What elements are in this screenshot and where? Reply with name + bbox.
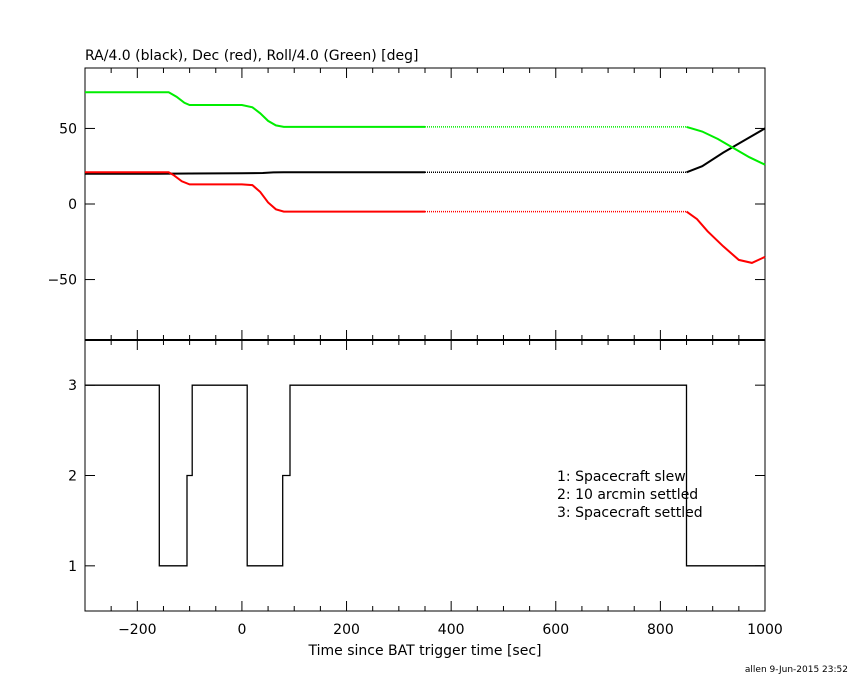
series-line-0-end (686, 127, 766, 174)
top-panel: −50 0 50 (47, 67, 766, 341)
y-tick-label: −50 (47, 273, 77, 289)
x-tick-label: 1000 (747, 622, 783, 638)
status-step-line (85, 384, 765, 567)
x-axis-label: Time since BAT trigger time [sec] (308, 643, 542, 659)
top-chart-title: RA/4.0 (black), Dec (red), Roll/4.0 (Gre… (85, 48, 418, 64)
legend-item-1: 1: Spacecraft slew (557, 469, 686, 485)
series-line-1-end (685, 210, 766, 264)
x-tick-label: 200 (333, 622, 360, 638)
y-tick-label: 2 (68, 469, 77, 485)
y-tick-label: 50 (59, 121, 77, 137)
top-y-axis: −50 0 50 (47, 68, 766, 340)
series-line-2-end (686, 125, 766, 166)
legend-item-2: 2: 10 arcmin settled (557, 487, 698, 503)
top-series-group (85, 91, 766, 264)
x-axis: −200 0 200 400 600 800 1000 (84, 340, 783, 638)
series-line-1 (85, 171, 425, 213)
x-tick-label: 600 (542, 622, 569, 638)
legend-item-3: 3: Spacecraft settled (557, 505, 703, 521)
y-tick-label: 3 (68, 378, 77, 394)
y-tick-label: 1 (68, 559, 77, 575)
top-plot-frame (84, 67, 766, 341)
series-line-2 (85, 91, 425, 128)
x-tick-label: 0 (237, 622, 246, 638)
y-tick-label: 0 (68, 197, 77, 213)
footer-credit: allen 9-Jun-2015 23:52 (745, 665, 848, 675)
legend: 1: Spacecraft slew 2: 10 arcmin settled … (557, 469, 703, 521)
series-line-0 (85, 171, 425, 175)
x-tick-label: −200 (118, 622, 156, 638)
x-tick-label: 400 (438, 622, 465, 638)
x-tick-label: 800 (647, 622, 674, 638)
bottom-panel: 1 2 3 −200 0 200 400 600 800 1000 (68, 339, 783, 638)
bottom-series-group (85, 384, 765, 567)
